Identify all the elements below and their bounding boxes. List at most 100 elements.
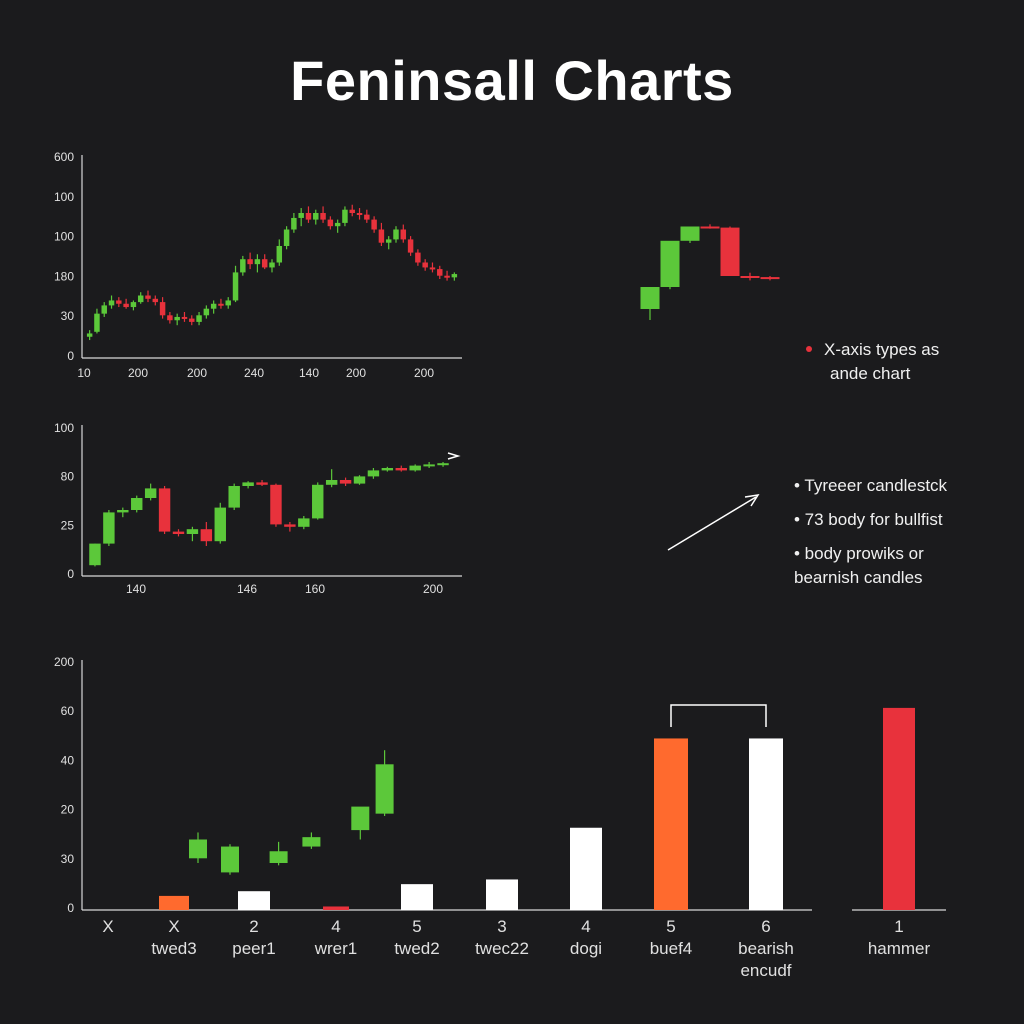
chart-3-candle <box>437 463 449 466</box>
chart-4-bar-number: 6 <box>761 917 770 936</box>
chart-3-y-tick: 80 <box>61 470 75 484</box>
chart-4-overlay-candle <box>375 764 394 814</box>
chart-4-bar <box>486 879 518 910</box>
chart-3-arrowhead-icon <box>447 452 461 460</box>
chart-1-candle <box>349 209 355 213</box>
chart-1-candle <box>356 213 363 215</box>
chart-1-candle <box>86 333 93 337</box>
chart-2-candle <box>760 277 780 280</box>
chart-3-x-tick: 140 <box>126 582 146 596</box>
chart-1-candle <box>152 298 159 303</box>
chart-1-candle <box>400 229 407 240</box>
chart-4-bracket <box>670 704 767 727</box>
chart-4-overlay-candle <box>221 846 239 873</box>
legend-line-2: ande chart <box>830 364 911 383</box>
chart-1-main-candlestick: 0 30 180 100 100 600 10 200 200 240 140 200 200 <box>54 150 462 380</box>
chart-3-candle <box>89 543 101 566</box>
chart-4-bar-name: buef4 <box>650 939 693 958</box>
chart-2-candle <box>740 276 760 278</box>
chart-3-candle <box>353 476 366 484</box>
chart-1-y-tick: 100 <box>54 230 74 244</box>
chart-1-candle <box>203 308 210 316</box>
chart-4-bar <box>323 906 349 910</box>
chart-3-candle <box>339 480 352 484</box>
chart-4-bar <box>883 707 915 910</box>
chart-1-candle <box>225 300 231 306</box>
chart-1-candle <box>232 272 239 301</box>
chart-1-candle <box>334 222 341 227</box>
chart-1-candle <box>429 267 436 270</box>
chart-1-candle <box>167 315 173 321</box>
chart-4-y-tick: 40 <box>61 753 75 767</box>
chart-1-candle <box>254 259 261 265</box>
chart-3-candle <box>270 484 282 525</box>
chart-4-y-tick: 20 <box>61 803 75 817</box>
chart-1-candle <box>451 274 458 278</box>
chart-1-x-tick: 200 <box>414 366 434 380</box>
chart-3-x-tick: 160 <box>305 582 325 596</box>
chart-3-candlestick: 0 25 80 100 140 146 160 200 <box>54 421 462 596</box>
chart-4-bar-number: 4 <box>581 917 590 936</box>
chart-4-bar-number: 4 <box>331 917 340 936</box>
chart-1-candle <box>181 316 188 319</box>
legend-dot-icon <box>806 345 812 352</box>
chart-4-overlay-candle <box>302 837 321 847</box>
chart-1-candle <box>116 300 122 304</box>
chart-1-x-tick: 200 <box>346 366 366 380</box>
chart-1-candle <box>407 239 414 253</box>
chart-1-candle <box>196 315 202 322</box>
chart-1-candle <box>437 269 443 276</box>
chart-1-x-tick: 140 <box>299 366 319 380</box>
chart-3-y-tick: 25 <box>61 518 75 532</box>
chart-3-candle <box>325 480 338 485</box>
chart-1-candle <box>261 259 268 268</box>
legend-line-1: X-axis types as <box>824 340 940 359</box>
chart-3-candle <box>395 468 407 471</box>
chart-3-candle <box>284 524 296 527</box>
chart-3-candle <box>256 482 268 485</box>
chart-1-candle <box>393 229 399 240</box>
chart-4-bar-name: dogi <box>570 939 602 958</box>
chart-4-bar-number: X <box>102 917 113 936</box>
chart-3-candle <box>158 488 171 532</box>
chart-4-y-tick: 30 <box>61 852 75 866</box>
chart-3-candle <box>312 484 324 519</box>
bullet-notes: • Tyreeer candlestck • 73 body for bullf… <box>794 474 1014 600</box>
chart-1-candle <box>320 213 326 220</box>
chart-3-candle <box>242 482 254 486</box>
chart-4-bar-name: wrer1 <box>314 939 358 958</box>
chart-1-candle <box>378 229 385 243</box>
chart-4-y-tick: 60 <box>61 704 75 718</box>
chart-1-x-tick: 240 <box>244 366 264 380</box>
chart-1-candle <box>364 214 370 220</box>
chart-1-candle <box>247 259 253 265</box>
chart-1-candle <box>218 303 224 306</box>
pointer-arrow-line <box>667 496 757 551</box>
chart-1-x-tick: 200 <box>187 366 207 380</box>
chart-1-candle <box>240 259 246 273</box>
chart-1-candle <box>371 219 377 230</box>
page-title: Feninsall Charts <box>290 49 734 112</box>
chart-3-candle <box>423 464 435 467</box>
chart-1-candle <box>305 213 312 220</box>
chart-1-candle <box>130 302 137 308</box>
chart-2-candle <box>700 226 720 229</box>
chart-2-candle <box>720 227 740 276</box>
chart-4-overlay-candle <box>269 851 288 863</box>
chart-1-candle <box>422 262 428 268</box>
chart-3-candle <box>214 507 226 542</box>
decorations <box>667 494 760 551</box>
chart-3-candle <box>228 486 240 508</box>
chart-1-candle <box>123 303 129 308</box>
chart-2-inset-candlestick <box>640 224 780 320</box>
chart-1-x-tick: 10 <box>77 366 91 380</box>
chart-1-y-tick: 30 <box>61 309 75 323</box>
chart-1-candle <box>210 303 217 309</box>
chart-1-candle <box>269 262 275 268</box>
chart-4-bar <box>238 891 270 910</box>
chart-1-y-tick: 0 <box>67 349 74 363</box>
chart-1-candle <box>415 252 421 263</box>
chart-1-y-tick: 100 <box>54 190 74 204</box>
chart-4-y-tick: 0 <box>67 901 74 915</box>
bullet-note-3b: bearnish candles <box>794 568 923 587</box>
